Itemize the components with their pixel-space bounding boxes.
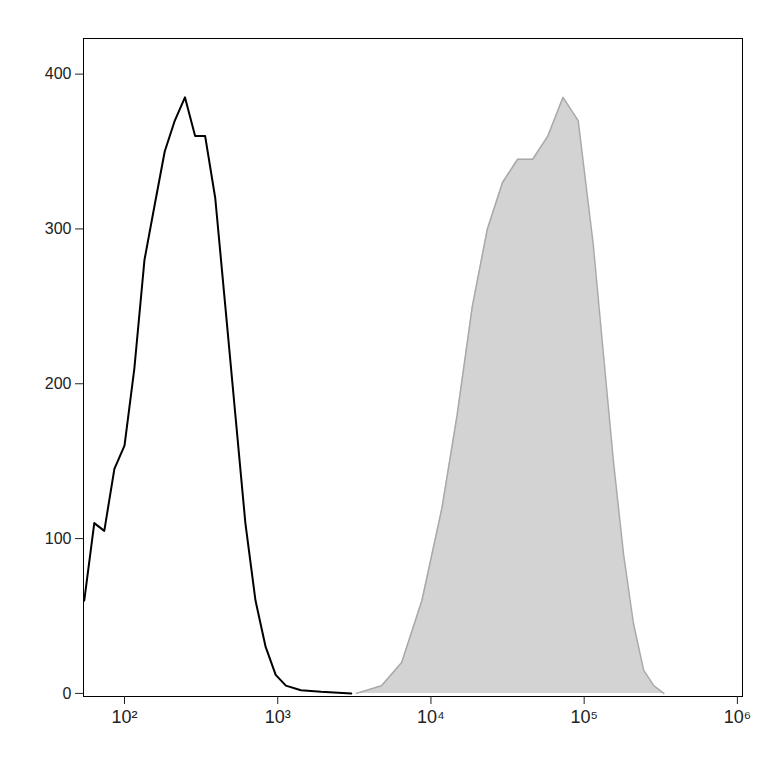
svg-text:100: 100 [45,530,72,547]
svg-text:300: 300 [45,220,72,237]
svg-text:200: 200 [45,375,72,392]
svg-text:10³: 10³ [265,707,291,727]
svg-text:10⁶: 10⁶ [724,707,751,727]
svg-text:10⁵: 10⁵ [570,707,597,727]
svg-text:400: 400 [45,65,72,82]
svg-text:10⁴: 10⁴ [417,707,445,727]
svg-text:10²: 10² [111,707,137,727]
svg-text:0: 0 [63,685,72,702]
